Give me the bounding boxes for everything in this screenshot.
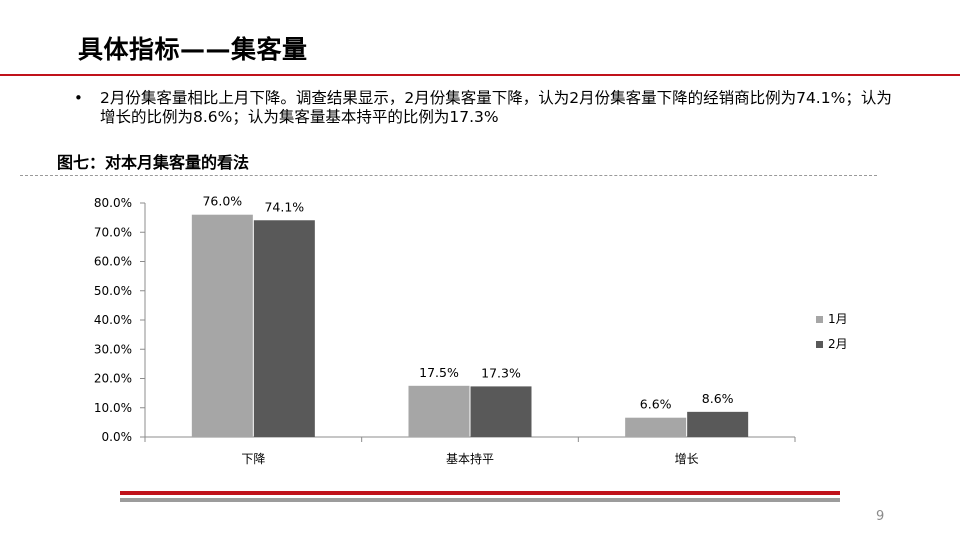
x-tick-label: 基本持平 <box>446 451 494 466</box>
slide-title: 具体指标——集客量 <box>78 35 308 64</box>
legend-label: 2月 <box>828 337 848 351</box>
bar <box>687 411 749 437</box>
bar <box>253 220 315 437</box>
bullet-text: 2月份集客量相比上月下降。调查结果显示，2月份集客量下降，认为2月份集客量下降的… <box>100 89 892 126</box>
figure-title: 图七：对本月集客量的看法 <box>57 153 250 172</box>
y-tick-label: 60.0% <box>94 255 132 269</box>
legend-label: 1月 <box>828 312 848 326</box>
y-tick-label: 50.0% <box>94 284 132 298</box>
y-tick-label: 20.0% <box>94 372 132 386</box>
footer-red-bar <box>120 491 840 495</box>
footer-gray-bar <box>120 498 840 502</box>
bar <box>408 385 470 437</box>
x-tick-label: 增长 <box>675 452 699 466</box>
figure-divider <box>20 175 877 176</box>
y-tick-label: 0.0% <box>102 430 133 444</box>
y-tick-label: 30.0% <box>94 342 132 356</box>
bullet-marker: • <box>74 89 83 107</box>
page-number: 9 <box>876 509 885 524</box>
data-label: 17.5% <box>419 365 459 380</box>
legend-swatch <box>816 316 823 323</box>
data-label: 6.6% <box>640 397 672 412</box>
x-tick-label: 下降 <box>241 452 265 466</box>
data-label: 76.0% <box>202 194 242 209</box>
y-tick-label: 80.0% <box>94 196 132 210</box>
data-label: 74.1% <box>264 199 304 214</box>
title-underline <box>0 74 960 76</box>
y-tick-label: 70.0% <box>94 225 132 239</box>
bar <box>191 214 253 437</box>
bar <box>625 417 687 437</box>
y-tick-label: 10.0% <box>94 401 132 415</box>
data-label: 8.6% <box>702 391 734 406</box>
bar <box>470 386 532 437</box>
y-tick-label: 40.0% <box>94 313 132 327</box>
legend-swatch <box>816 341 823 348</box>
data-label: 17.3% <box>481 365 521 380</box>
